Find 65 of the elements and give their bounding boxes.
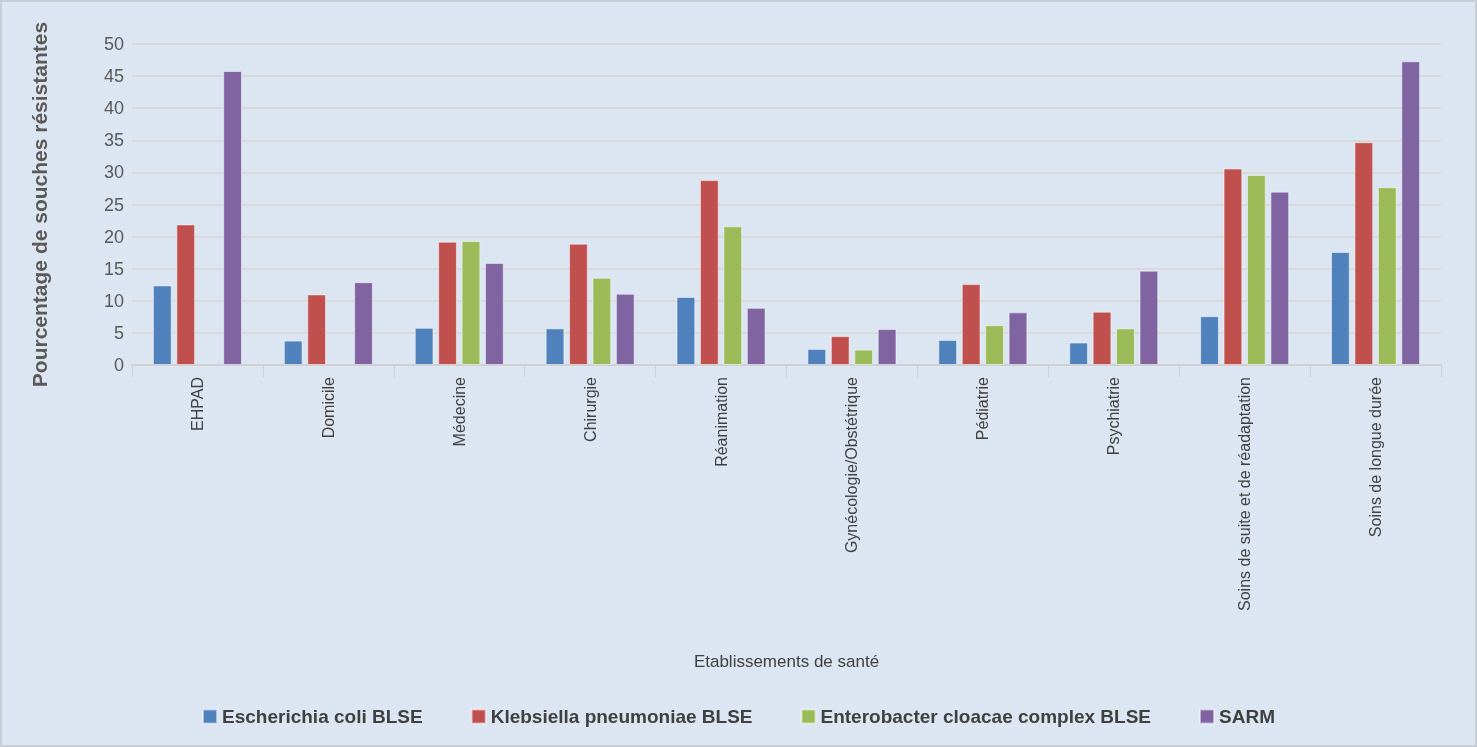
- x-tick-label: Réanimation: [712, 377, 730, 467]
- bar: [1200, 316, 1219, 365]
- bar: [307, 294, 327, 365]
- bar: [545, 328, 565, 365]
- y-tick-label: 5: [113, 322, 124, 343]
- legend-label: Enterobacter cloacae complex BLSE: [820, 706, 1152, 727]
- legend-label: Klebsiella pneumoniae BLSE: [490, 706, 753, 727]
- bar: [461, 241, 481, 365]
- y-tick-label: 40: [103, 98, 124, 119]
- y-tick-label: 15: [103, 258, 124, 279]
- x-tick-label: Pédiatrie: [974, 376, 992, 441]
- bar: [354, 282, 373, 365]
- bar: [152, 285, 172, 365]
- bar: [961, 284, 981, 365]
- bar: [985, 325, 1004, 365]
- bar: [676, 296, 696, 365]
- bar: [223, 70, 242, 365]
- y-tick-label: 0: [113, 355, 124, 375]
- bar: [615, 293, 635, 365]
- bar: [569, 243, 588, 365]
- x-tick-label: Soins de longue durée: [1367, 376, 1385, 538]
- x-tick-label: EHPAD: [188, 377, 206, 431]
- y-tick-label: 25: [103, 194, 124, 215]
- bar: [723, 226, 743, 365]
- bar: [1246, 174, 1266, 365]
- bar: [746, 307, 766, 365]
- bar: [1116, 328, 1135, 365]
- bar: [1069, 342, 1088, 365]
- bar: [1092, 311, 1112, 365]
- x-tick-label: Gynécologie/Obstétrique: [843, 376, 861, 554]
- x-tick-label: Soins de suite et de réadaptation: [1236, 377, 1254, 611]
- bar: [414, 327, 434, 365]
- x-tick-label: Médecine: [450, 376, 468, 447]
- bar: [592, 277, 612, 365]
- y-tick-label: 10: [103, 290, 124, 311]
- bar: [176, 224, 196, 365]
- bar: [1401, 61, 1421, 365]
- bar: [438, 241, 457, 365]
- legend-label: SARM: [1219, 706, 1275, 727]
- y-tick-label: 30: [103, 162, 124, 183]
- bar: [485, 262, 504, 365]
- bar: [877, 329, 897, 365]
- bar: [1377, 187, 1397, 365]
- y-tick-label: 35: [103, 130, 124, 151]
- bar: [1223, 168, 1243, 365]
- x-tick-label: Psychiatrie: [1105, 376, 1123, 456]
- legend-label: Escherichia coli BLSE: [222, 706, 423, 727]
- bar: [283, 340, 303, 365]
- y-tick-label: 45: [103, 66, 124, 87]
- x-axis-title: Etablissements de santé: [693, 652, 880, 671]
- bar: [807, 348, 827, 365]
- y-tick-label: 20: [103, 226, 124, 247]
- bar: [1008, 312, 1028, 365]
- bar: [830, 336, 850, 365]
- bar: [854, 349, 874, 365]
- bar: [1354, 142, 1374, 365]
- bar: [938, 339, 958, 365]
- bar: [1139, 270, 1159, 365]
- bar: [699, 180, 719, 365]
- x-tick-label: Chirurgie: [581, 376, 599, 442]
- y-axis-title: Pourcentage de souches résistantes: [28, 21, 51, 388]
- bar: [1270, 191, 1290, 365]
- y-tick-label: 50: [103, 34, 124, 54]
- x-tick-label: Domicile: [319, 376, 337, 439]
- bar: [1331, 252, 1350, 365]
